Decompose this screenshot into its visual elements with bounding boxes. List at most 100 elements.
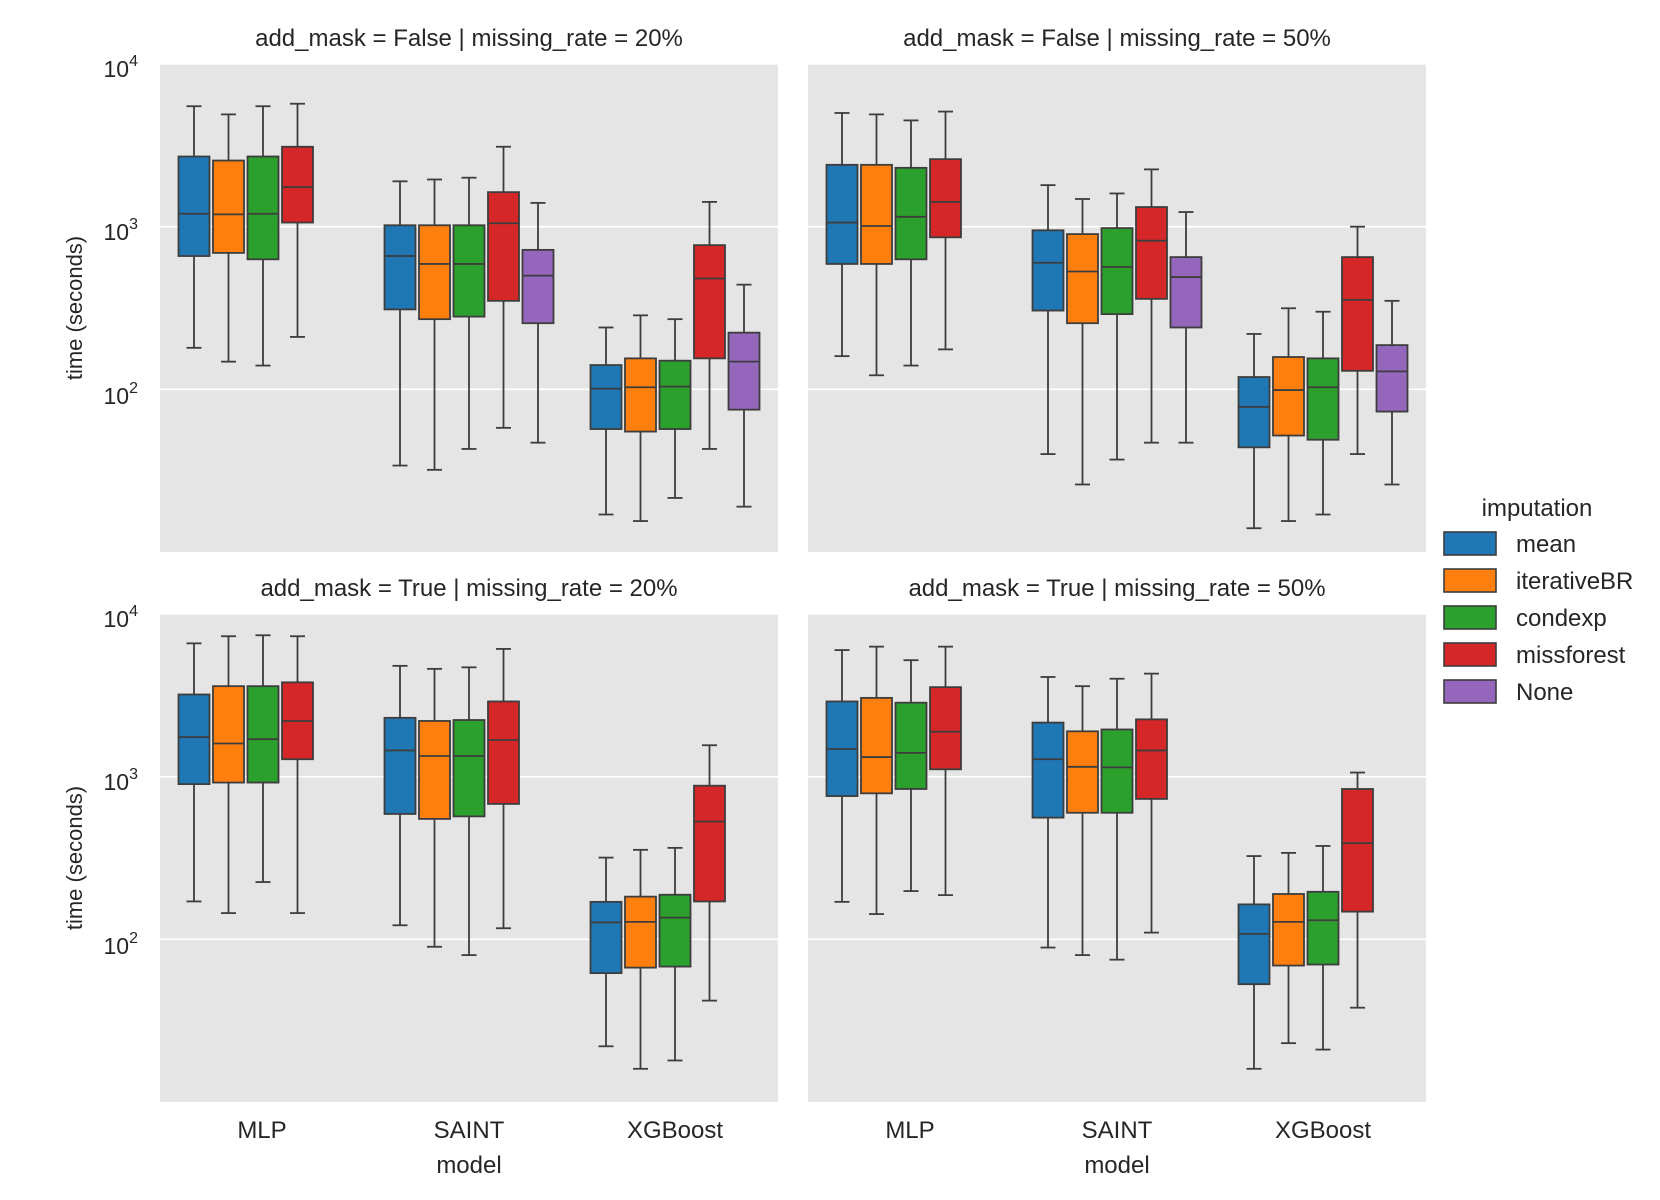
box-saint-condexp [1100, 677, 1134, 961]
iqr-box [487, 191, 520, 302]
legend-swatch [1443, 642, 1497, 667]
iqr-box [418, 720, 451, 820]
box-mlp-missforest [929, 110, 962, 351]
box-saint-condexp [452, 176, 486, 450]
y-tick-label: 102 [104, 380, 139, 409]
panel-boxes [825, 110, 1409, 530]
iqr-box [589, 900, 623, 975]
box-xgboost-mean [589, 326, 623, 516]
y-axis-ticks-top: 102 103 104 [104, 53, 139, 409]
iqr-box [860, 163, 893, 265]
box-saint-iterativebr [1066, 685, 1099, 956]
iqr-box [212, 159, 245, 254]
legend-title: imputation [1482, 495, 1593, 522]
box-mlp-missforest [281, 635, 314, 914]
box-xgboost-condexp [1306, 845, 1340, 1051]
panel-title: add_mask = False | missing_rate = 20% [255, 25, 683, 52]
box-saint-condexp [1100, 192, 1134, 461]
box-xgboost-iterativebr [624, 314, 657, 522]
iqr-box [727, 331, 761, 411]
iqr-box [418, 224, 451, 321]
iqr-box [589, 364, 623, 430]
box-saint-iterativebr [418, 178, 451, 471]
box-xgboost-condexp [658, 318, 692, 499]
iqr-box [212, 685, 245, 784]
iqr-box [825, 163, 859, 265]
box-mlp-condexp [894, 659, 928, 892]
iqr-box [177, 693, 211, 786]
legend-entries: mean iterativeBR condexp missforest None [1443, 531, 1633, 706]
panel-bottom-left: add_mask = True | missing_rate = 20% [160, 575, 778, 1102]
box-saint-none [1169, 211, 1203, 444]
box-saint-mean [1031, 184, 1065, 455]
iqr-box [1169, 256, 1203, 329]
legend-entry-condexp: condexp [1443, 605, 1607, 632]
box-saint-iterativebr [1066, 198, 1099, 486]
iqr-box [624, 895, 657, 969]
iqr-box [1272, 893, 1305, 967]
iqr-box [1306, 890, 1340, 966]
iqr-box [1306, 357, 1340, 441]
iqr-box [1031, 229, 1065, 312]
box-xgboost-missforest [693, 744, 726, 1002]
iqr-box [1272, 356, 1305, 437]
box-mlp-iterativebr [212, 635, 245, 914]
iqr-box [860, 696, 893, 795]
box-xgboost-missforest [1341, 771, 1374, 1009]
iqr-box [246, 685, 280, 784]
iqr-box [624, 357, 657, 433]
box-xgboost-condexp [1306, 310, 1340, 516]
x-tick-label-saint: SAINT [1082, 1117, 1153, 1144]
y-axis-ticks-bottom: 102 103 104 [104, 603, 139, 959]
iqr-box [1341, 256, 1374, 372]
iqr-box [383, 716, 417, 815]
y-axis-label-bottom: time (seconds) [62, 786, 87, 930]
box-mlp-missforest [281, 102, 314, 338]
box-saint-condexp [452, 666, 486, 956]
iqr-box [487, 700, 520, 805]
legend-label: missforest [1516, 642, 1626, 669]
iqr-box [658, 893, 692, 968]
box-mlp-missforest [929, 645, 962, 897]
box-xgboost-iterativebr [1272, 851, 1305, 1045]
iqr-box [452, 719, 486, 818]
legend-swatch [1443, 679, 1497, 704]
box-mlp-iterativebr [860, 113, 893, 377]
iqr-box [521, 248, 555, 325]
iqr-box [1100, 227, 1134, 316]
x-tick-label-xgboost: XGBoost [627, 1117, 723, 1144]
legend-entry-iterativebr: iterativeBR [1443, 568, 1633, 595]
iqr-box [1031, 721, 1065, 819]
legend-label: None [1516, 679, 1573, 706]
legend-swatch [1443, 531, 1497, 556]
box-xgboost-iterativebr [1272, 307, 1305, 522]
box-mlp-mean [825, 649, 859, 903]
iqr-box [1341, 788, 1374, 913]
y-axis-label-top: time (seconds) [62, 236, 87, 380]
box-saint-mean [383, 180, 417, 467]
legend-label: iterativeBR [1516, 568, 1633, 595]
x-tick-label-mlp: MLP [885, 1117, 934, 1144]
legend-swatch [1443, 605, 1497, 630]
x-tick-label-mlp: MLP [237, 1117, 286, 1144]
panel-title: add_mask = True | missing_rate = 50% [908, 575, 1325, 602]
iqr-box [693, 784, 726, 903]
iqr-box [1066, 233, 1099, 325]
panel-boxes [177, 634, 726, 1070]
box-mlp-iterativebr [212, 113, 245, 363]
iqr-box [452, 224, 486, 318]
iqr-box [929, 686, 962, 771]
panel-title: add_mask = True | missing_rate = 20% [260, 575, 677, 602]
box-mlp-condexp [246, 105, 280, 367]
y-tick-label: 104 [104, 603, 139, 632]
x-axis-label-left: model [436, 1152, 501, 1179]
x-tick-label-saint: SAINT [434, 1117, 505, 1144]
box-xgboost-none [1375, 299, 1409, 486]
box-saint-mean [1031, 676, 1065, 949]
box-xgboost-iterativebr [624, 848, 657, 1070]
iqr-box [894, 166, 928, 261]
box-mlp-mean [825, 112, 859, 358]
iqr-box [1375, 344, 1409, 413]
x-axis-ticks-right: MLP SAINT XGBoost [885, 1117, 1371, 1144]
box-xgboost-condexp [658, 846, 692, 1062]
